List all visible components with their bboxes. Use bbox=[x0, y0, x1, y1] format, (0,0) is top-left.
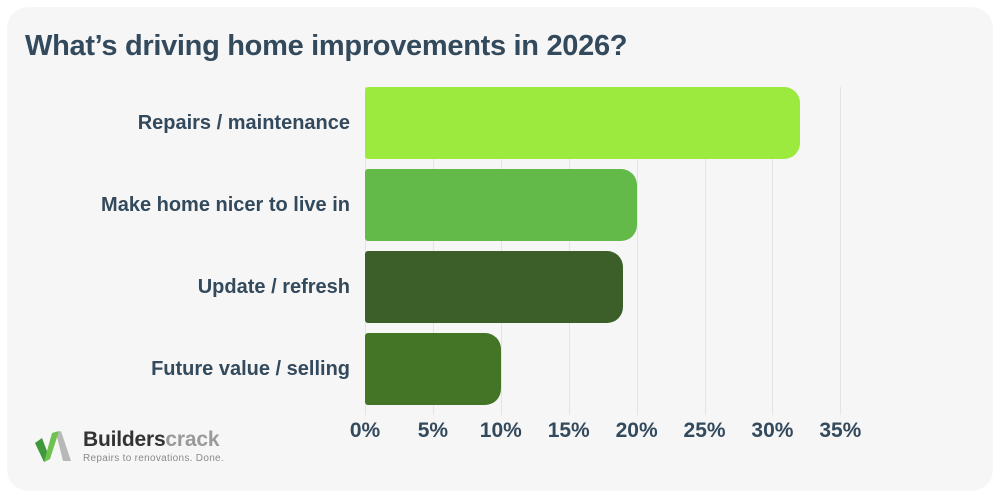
chart-title: What’s driving home improvements in 2026… bbox=[25, 30, 628, 62]
x-tick-label: 0% bbox=[349, 419, 381, 442]
category-label: Future value / selling bbox=[151, 357, 350, 380]
gridline bbox=[772, 87, 774, 415]
bar bbox=[365, 251, 624, 323]
plot-area bbox=[365, 87, 865, 415]
gridline bbox=[704, 87, 706, 415]
x-tick-label: 10% bbox=[479, 419, 522, 442]
builderscrack-logo: Builderscrack Repairs to renovations. Do… bbox=[34, 428, 224, 464]
category-label: Make home nicer to live in bbox=[101, 193, 350, 216]
brand-name-light: crack bbox=[165, 428, 220, 451]
x-axis: 0% 5% 10% 15% 20% 25% 30% 35% bbox=[350, 419, 865, 447]
category-label: Update / refresh bbox=[197, 275, 350, 298]
x-tick-label: 30% bbox=[751, 419, 794, 442]
x-tick-label: 25% bbox=[683, 419, 726, 442]
brand-name-bold: Builders bbox=[83, 428, 166, 451]
brand-tagline: Repairs to renovations. Done. bbox=[83, 453, 224, 464]
gridline bbox=[636, 87, 638, 415]
x-tick-label: 5% bbox=[417, 419, 449, 442]
builderscrack-checkmark-icon bbox=[35, 431, 71, 462]
x-tick-label: 15% bbox=[547, 419, 590, 442]
bar bbox=[365, 333, 501, 405]
logo-text: Builderscrack Repairs to renovations. Do… bbox=[83, 428, 224, 464]
bar bbox=[365, 169, 637, 241]
category-label: Repairs / maintenance bbox=[137, 111, 350, 134]
brand-name: Builderscrack bbox=[83, 428, 224, 452]
chart-card: What’s driving home improvements in 2026… bbox=[8, 8, 992, 490]
category-labels: Repairs / maintenance Make home nicer to … bbox=[8, 87, 350, 415]
x-tick-label: 35% bbox=[819, 419, 862, 442]
x-tick-label: 20% bbox=[615, 419, 658, 442]
gridline bbox=[840, 87, 842, 415]
bar bbox=[365, 87, 800, 159]
